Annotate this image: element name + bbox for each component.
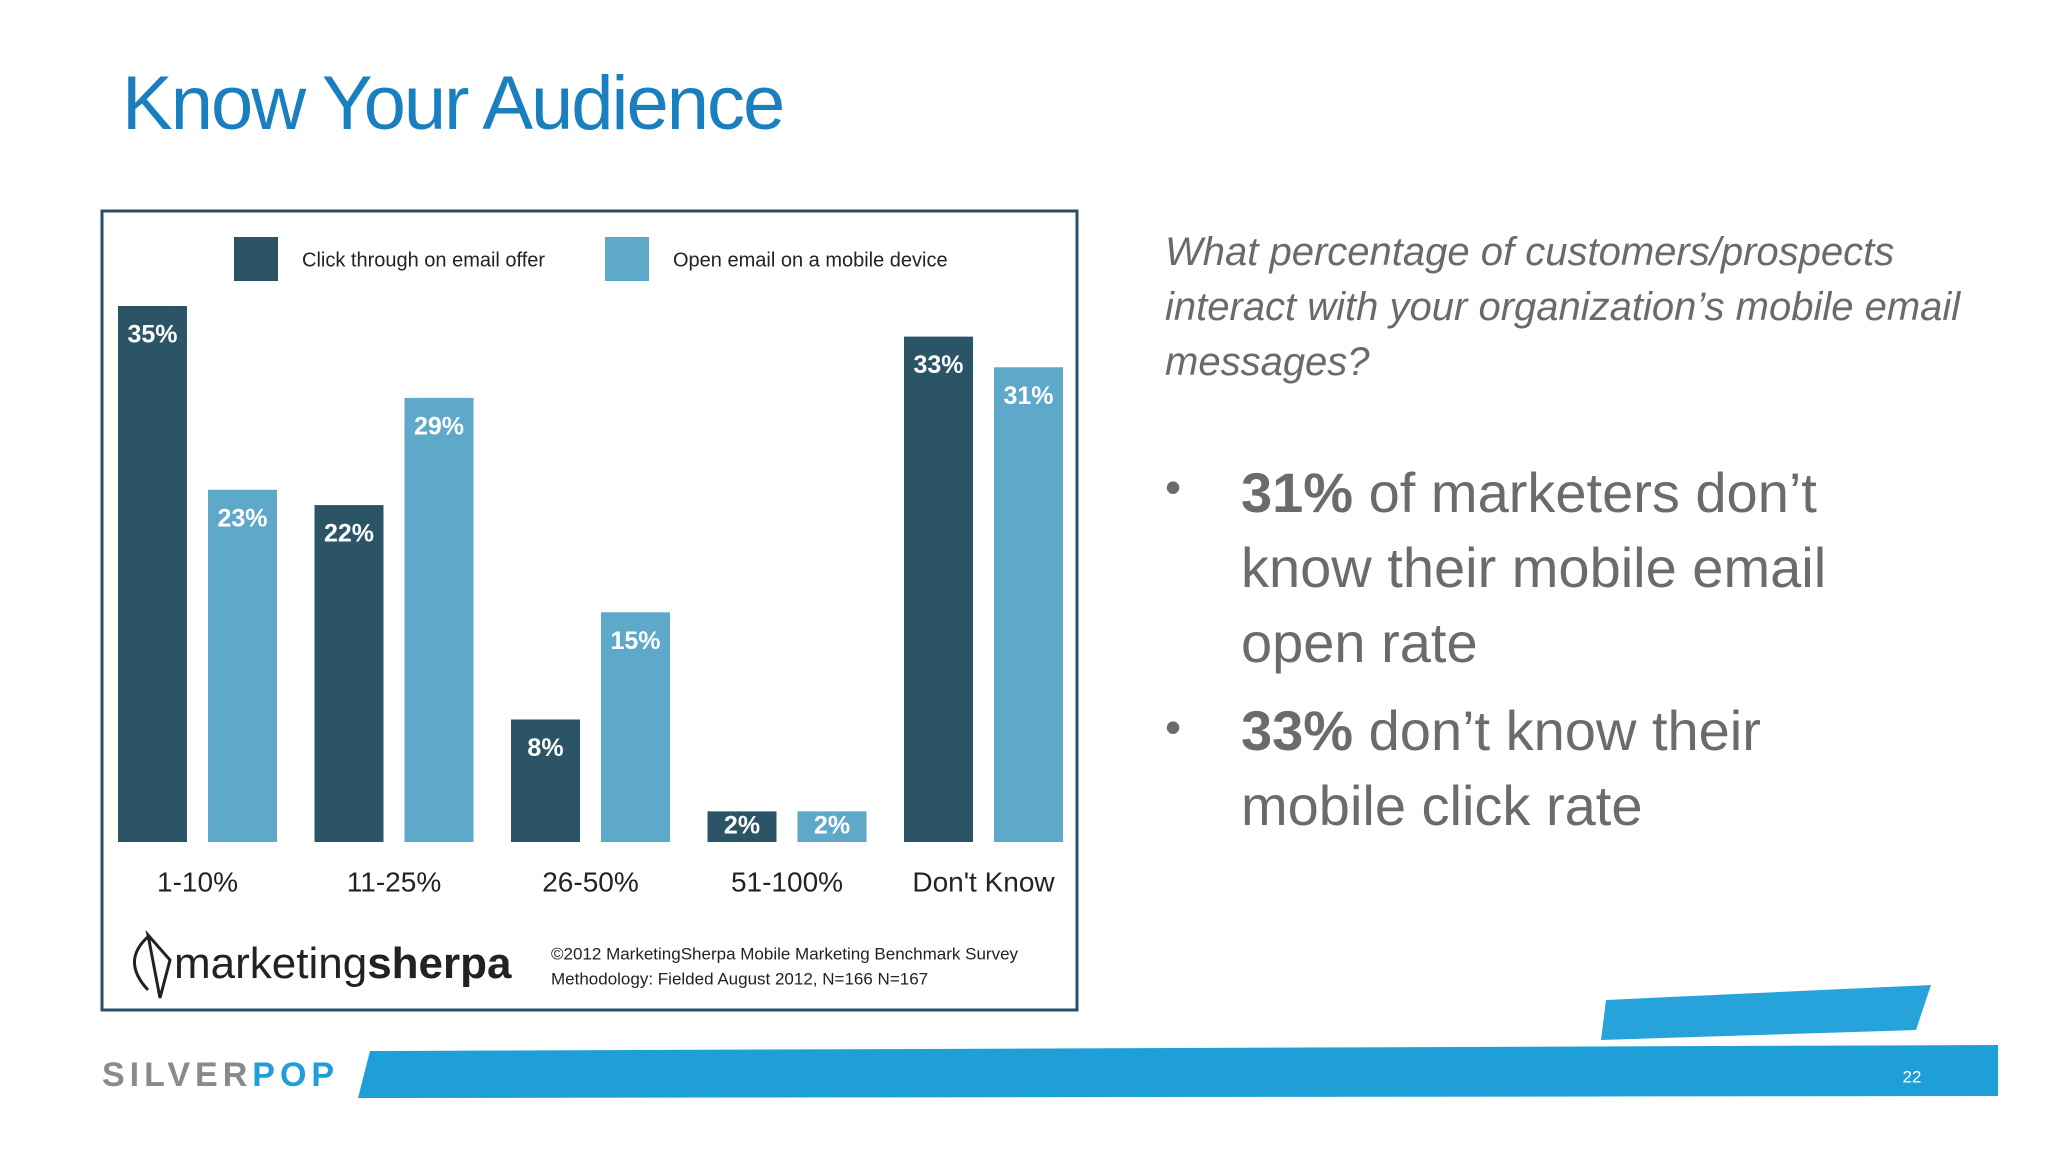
bullet-lead: 31%	[1241, 461, 1354, 524]
value-label: 33%	[913, 351, 963, 379]
logo-icon	[133, 929, 172, 999]
x-tick-label: 1-10%	[157, 866, 238, 897]
bar	[404, 397, 474, 842]
logo-bold: sherpa	[367, 939, 512, 988]
value-label: 29%	[414, 412, 464, 440]
bar	[994, 367, 1063, 842]
brand-gray: SILVER	[102, 1056, 252, 1094]
legend-swatch	[234, 237, 278, 281]
bullet: 33% don’t know their mobile click rate	[1241, 693, 1881, 843]
value-label: 35%	[127, 321, 177, 349]
legend-swatch	[605, 237, 649, 281]
legend-label: Click through on email offer	[302, 249, 545, 271]
bar	[601, 612, 670, 842]
ribbon	[1601, 985, 1931, 1040]
logo-light: marketing	[174, 939, 367, 988]
brand: SILVERPOP	[102, 1056, 339, 1094]
bullet-text: of marketers don’t know their mobile ema…	[1241, 461, 1827, 674]
brand-blue: POP	[252, 1056, 339, 1094]
value-label: 31%	[1003, 382, 1053, 410]
value-label: 2%	[724, 811, 760, 839]
ribbon	[358, 1045, 1998, 1098]
bullet-lead: 33%	[1241, 699, 1354, 762]
question: What percentage of customers/prospects i…	[1165, 230, 1961, 384]
bullet: 31% of marketers don’t know their mobile…	[1241, 455, 1881, 680]
bar	[707, 811, 777, 842]
value-label: 22%	[324, 520, 374, 548]
legend-label: Open email on a mobile device	[673, 249, 948, 271]
bullet-text: don’t know their mobile click rate	[1241, 699, 1761, 837]
bar	[314, 505, 384, 842]
bar	[511, 719, 580, 842]
x-tick-label: 11-25%	[347, 866, 441, 897]
bar	[797, 811, 867, 842]
source-line: ©2012 MarketingSherpa Mobile Marketing B…	[551, 944, 1019, 963]
logo: marketingsherpa	[174, 939, 512, 988]
bullet-dot: •	[1165, 461, 1182, 513]
value-label: 15%	[610, 627, 660, 655]
bullet-dot: •	[1165, 701, 1182, 753]
bar	[118, 306, 187, 842]
value-label: 8%	[527, 734, 563, 762]
x-tick-label: 51-100%	[731, 866, 843, 897]
page-number: 22	[1903, 1067, 1922, 1086]
source-line: Methodology: Fielded August 2012, N=166 …	[551, 969, 928, 988]
x-tick-label: 26-50%	[542, 866, 639, 897]
bar	[904, 336, 973, 842]
x-tick-label: Don't Know	[912, 866, 1055, 897]
value-label: 23%	[217, 504, 267, 532]
bar	[208, 489, 277, 842]
slide-title: Know Your Audience	[122, 61, 785, 146]
value-label: 2%	[814, 811, 850, 839]
